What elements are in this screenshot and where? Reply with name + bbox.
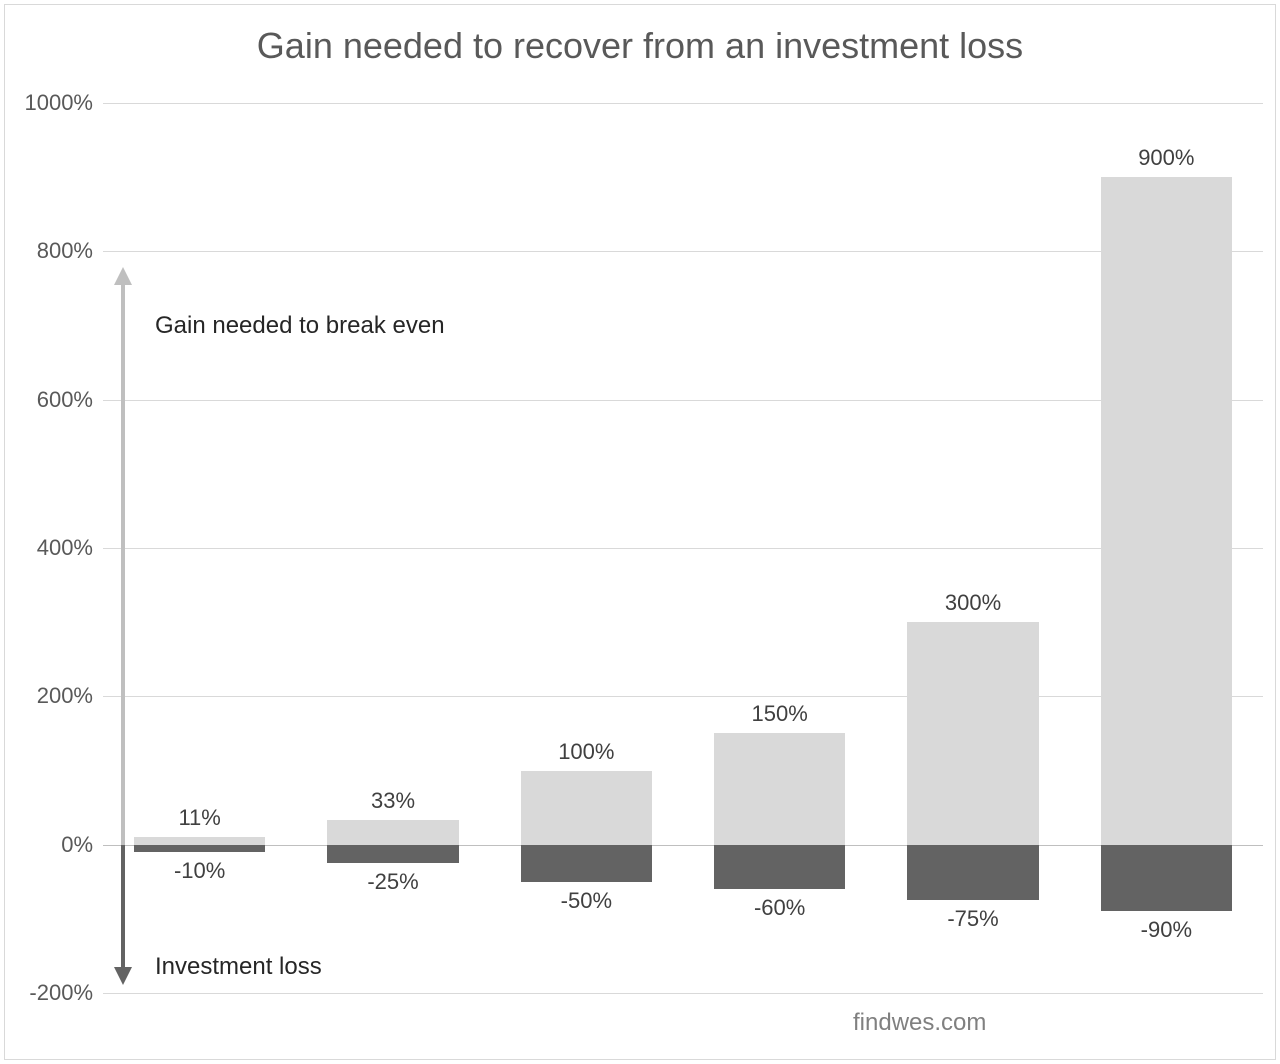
- loss-bar: [521, 845, 652, 882]
- loss-label: -25%: [367, 869, 418, 895]
- loss-label: -60%: [754, 895, 805, 921]
- gain-bar: [1101, 177, 1232, 845]
- gain-label: 33%: [371, 788, 415, 814]
- up-arrow-line: [121, 281, 125, 845]
- y-tick-label: 400%: [3, 535, 93, 561]
- loss-annotation: Investment loss: [155, 953, 322, 981]
- source-label: findwes.com: [853, 1009, 986, 1037]
- gain-bar: [714, 733, 845, 844]
- gain-annotation: Gain needed to break even: [155, 312, 445, 340]
- down-arrow-head-icon: [114, 967, 132, 985]
- loss-bar: [907, 845, 1038, 901]
- gridline: [103, 400, 1263, 401]
- y-tick-label: 800%: [3, 238, 93, 264]
- loss-label: -10%: [174, 858, 225, 884]
- gridline: [103, 548, 1263, 549]
- gridline: [103, 845, 1263, 846]
- gain-label: 150%: [752, 701, 808, 727]
- loss-bar: [327, 845, 458, 864]
- y-tick-label: 200%: [3, 683, 93, 709]
- loss-bar: [714, 845, 845, 890]
- y-tick-label: -200%: [3, 980, 93, 1006]
- gain-label: 100%: [558, 739, 614, 765]
- gridline: [103, 993, 1263, 994]
- loss-label: -75%: [947, 906, 998, 932]
- gain-label: 11%: [178, 805, 220, 831]
- loss-label: -90%: [1141, 917, 1192, 943]
- y-tick-label: 0%: [3, 832, 93, 858]
- y-tick-label: 600%: [3, 387, 93, 413]
- gain-bar: [521, 771, 652, 845]
- gridline: [103, 251, 1263, 252]
- gain-label: 900%: [1138, 145, 1194, 171]
- gridline: [103, 696, 1263, 697]
- chart-frame: Gain needed to recover from an investmen…: [4, 4, 1276, 1060]
- loss-bar: [1101, 845, 1232, 912]
- chart-title: Gain needed to recover from an investmen…: [5, 25, 1275, 67]
- up-arrow-head-icon: [114, 267, 132, 285]
- gain-label: 300%: [945, 590, 1001, 616]
- y-tick-label: 1000%: [3, 90, 93, 116]
- loss-label: -50%: [561, 888, 612, 914]
- down-arrow-line: [121, 845, 125, 971]
- gain-bar: [907, 622, 1038, 845]
- loss-bar: [134, 845, 265, 852]
- gain-bar: [134, 837, 265, 845]
- gain-bar: [327, 820, 458, 844]
- gridline: [103, 103, 1263, 104]
